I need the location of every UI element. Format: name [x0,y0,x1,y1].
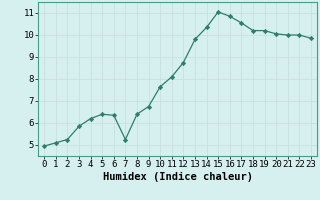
X-axis label: Humidex (Indice chaleur): Humidex (Indice chaleur) [103,172,252,182]
